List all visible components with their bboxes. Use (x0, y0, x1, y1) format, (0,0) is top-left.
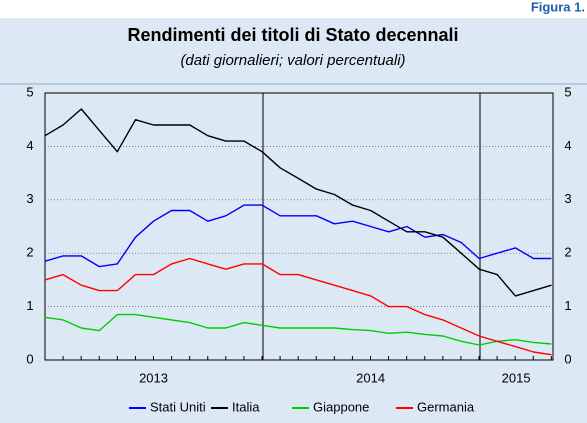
plot-frame (44, 92, 554, 361)
x-tick-label: 2013 (139, 370, 168, 385)
legend-label: Italia (232, 399, 260, 414)
y-tick-label: 1 (26, 298, 33, 313)
y-tick-label-right: 4 (564, 138, 571, 153)
y-tick-label-right: 3 (564, 191, 571, 206)
legend-label: Germania (417, 399, 475, 414)
chart-subtitle: (dati giornalieri; valori percentuali) (180, 52, 405, 69)
y-tick-label: 5 (26, 84, 33, 99)
y-tick-label-right: 2 (564, 245, 571, 260)
legend-label: Giappone (313, 399, 369, 414)
y-tick-label-right: 1 (564, 298, 571, 313)
y-tick-label-right: 0 (564, 351, 571, 366)
series-line (44, 257, 552, 356)
x-tick-label: 2014 (356, 370, 385, 385)
series-line (44, 108, 552, 297)
y-tick-label-right: 5 (564, 84, 571, 99)
chart-title: Rendimenti dei titoli di Stato decennali (127, 25, 458, 45)
legend-label: Stati Uniti (150, 399, 206, 414)
figure-label: Figura 1. (531, 0, 585, 14)
series-line (44, 204, 552, 268)
series-line (44, 313, 552, 346)
y-tick-label: 3 (26, 191, 33, 206)
panel (0, 18, 587, 423)
x-tick-label: 2015 (502, 370, 531, 385)
y-tick-label: 2 (26, 245, 33, 260)
y-tick-label: 4 (26, 138, 33, 153)
y-tick-label: 0 (26, 351, 33, 366)
